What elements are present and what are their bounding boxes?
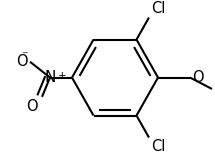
Text: Cl: Cl bbox=[151, 139, 165, 154]
Text: O: O bbox=[16, 54, 28, 69]
Text: N: N bbox=[44, 70, 56, 85]
Text: +: + bbox=[58, 71, 67, 81]
Text: Cl: Cl bbox=[151, 1, 165, 16]
Text: ⁻: ⁻ bbox=[21, 49, 28, 62]
Text: O: O bbox=[26, 99, 38, 114]
Text: O: O bbox=[192, 70, 204, 85]
